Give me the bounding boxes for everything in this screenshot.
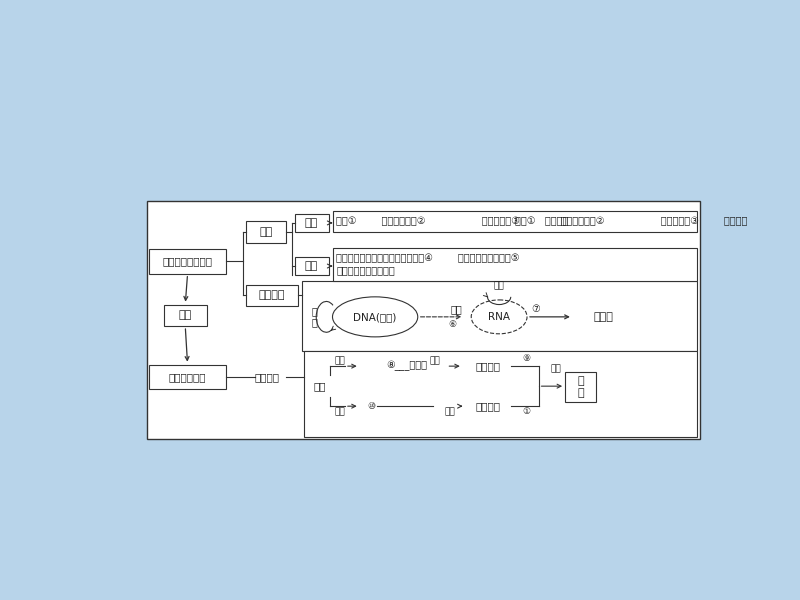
- Text: 指导蛋白质的合成: 指导蛋白质的合成: [162, 256, 213, 266]
- Text: 中心法则: 中心法则: [259, 290, 286, 300]
- Text: ①: ①: [522, 407, 530, 416]
- Bar: [149, 365, 226, 389]
- Text: 控制: 控制: [550, 364, 561, 373]
- Bar: [246, 284, 298, 306]
- Text: 转录: 转录: [305, 218, 318, 228]
- Text: 细胞代谢: 细胞代谢: [475, 361, 500, 371]
- Text: 蛋白质: 蛋白质: [594, 312, 614, 322]
- Text: 控制: 控制: [444, 407, 455, 416]
- Text: 转录: 转录: [450, 304, 462, 314]
- Text: 对性状的控制: 对性状的控制: [169, 372, 206, 382]
- Bar: [146, 202, 700, 439]
- Text: 是在①        内进行的，以②                  为模板合成③        的过程。: 是在① 内进行的，以② 为模板合成③ 的过程。: [514, 217, 747, 226]
- Bar: [565, 372, 596, 401]
- Text: ⑨: ⑨: [522, 354, 530, 363]
- Text: 控制: 控制: [335, 407, 346, 416]
- Text: ⑧___的合成: ⑧___的合成: [386, 361, 428, 371]
- Text: 是在①        内进行的，以②                  为模板合成③        的过程。: 是在① 内进行的，以② 为模板合成③ 的过程。: [336, 217, 569, 226]
- Text: 控制: 控制: [335, 356, 346, 365]
- Text: 性
状: 性 状: [577, 376, 584, 398]
- Bar: [294, 257, 329, 275]
- Text: ⑦: ⑦: [531, 304, 540, 314]
- Text: 复制: 复制: [494, 281, 505, 290]
- Text: DNA(基因): DNA(基因): [354, 312, 397, 322]
- Text: 过程: 过程: [259, 227, 273, 237]
- Bar: [294, 214, 329, 232]
- Bar: [302, 281, 697, 351]
- Text: 细胞结构: 细胞结构: [475, 401, 500, 411]
- Text: RNA: RNA: [488, 312, 510, 322]
- Bar: [163, 305, 207, 326]
- Bar: [333, 248, 697, 281]
- Text: 复
制: 复 制: [312, 306, 318, 328]
- Text: ⑩: ⑩: [367, 401, 375, 410]
- Bar: [246, 221, 286, 243]
- Text: 翻译: 翻译: [305, 261, 318, 271]
- Text: 基因: 基因: [314, 381, 326, 391]
- Text: 游离在细胞质中的各种氨基酸，以④        为模板合成具有一定⑤: 游离在细胞质中的各种氨基酸，以④ 为模板合成具有一定⑤: [336, 253, 520, 263]
- Text: 控制途径: 控制途径: [254, 372, 279, 382]
- Text: 顺序的蛋白质的过程。: 顺序的蛋白质的过程。: [336, 266, 395, 275]
- Text: ⑥: ⑥: [449, 320, 457, 329]
- Text: 基因: 基因: [178, 310, 192, 320]
- Text: 控制: 控制: [430, 356, 440, 365]
- Bar: [333, 211, 697, 232]
- Bar: [304, 351, 697, 437]
- Bar: [149, 249, 226, 274]
- Bar: [333, 211, 697, 232]
